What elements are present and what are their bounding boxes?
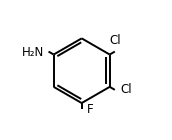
Text: H₂N: H₂N	[22, 46, 44, 59]
Text: Cl: Cl	[110, 34, 121, 47]
Text: F: F	[87, 103, 93, 116]
Text: Cl: Cl	[121, 83, 132, 96]
